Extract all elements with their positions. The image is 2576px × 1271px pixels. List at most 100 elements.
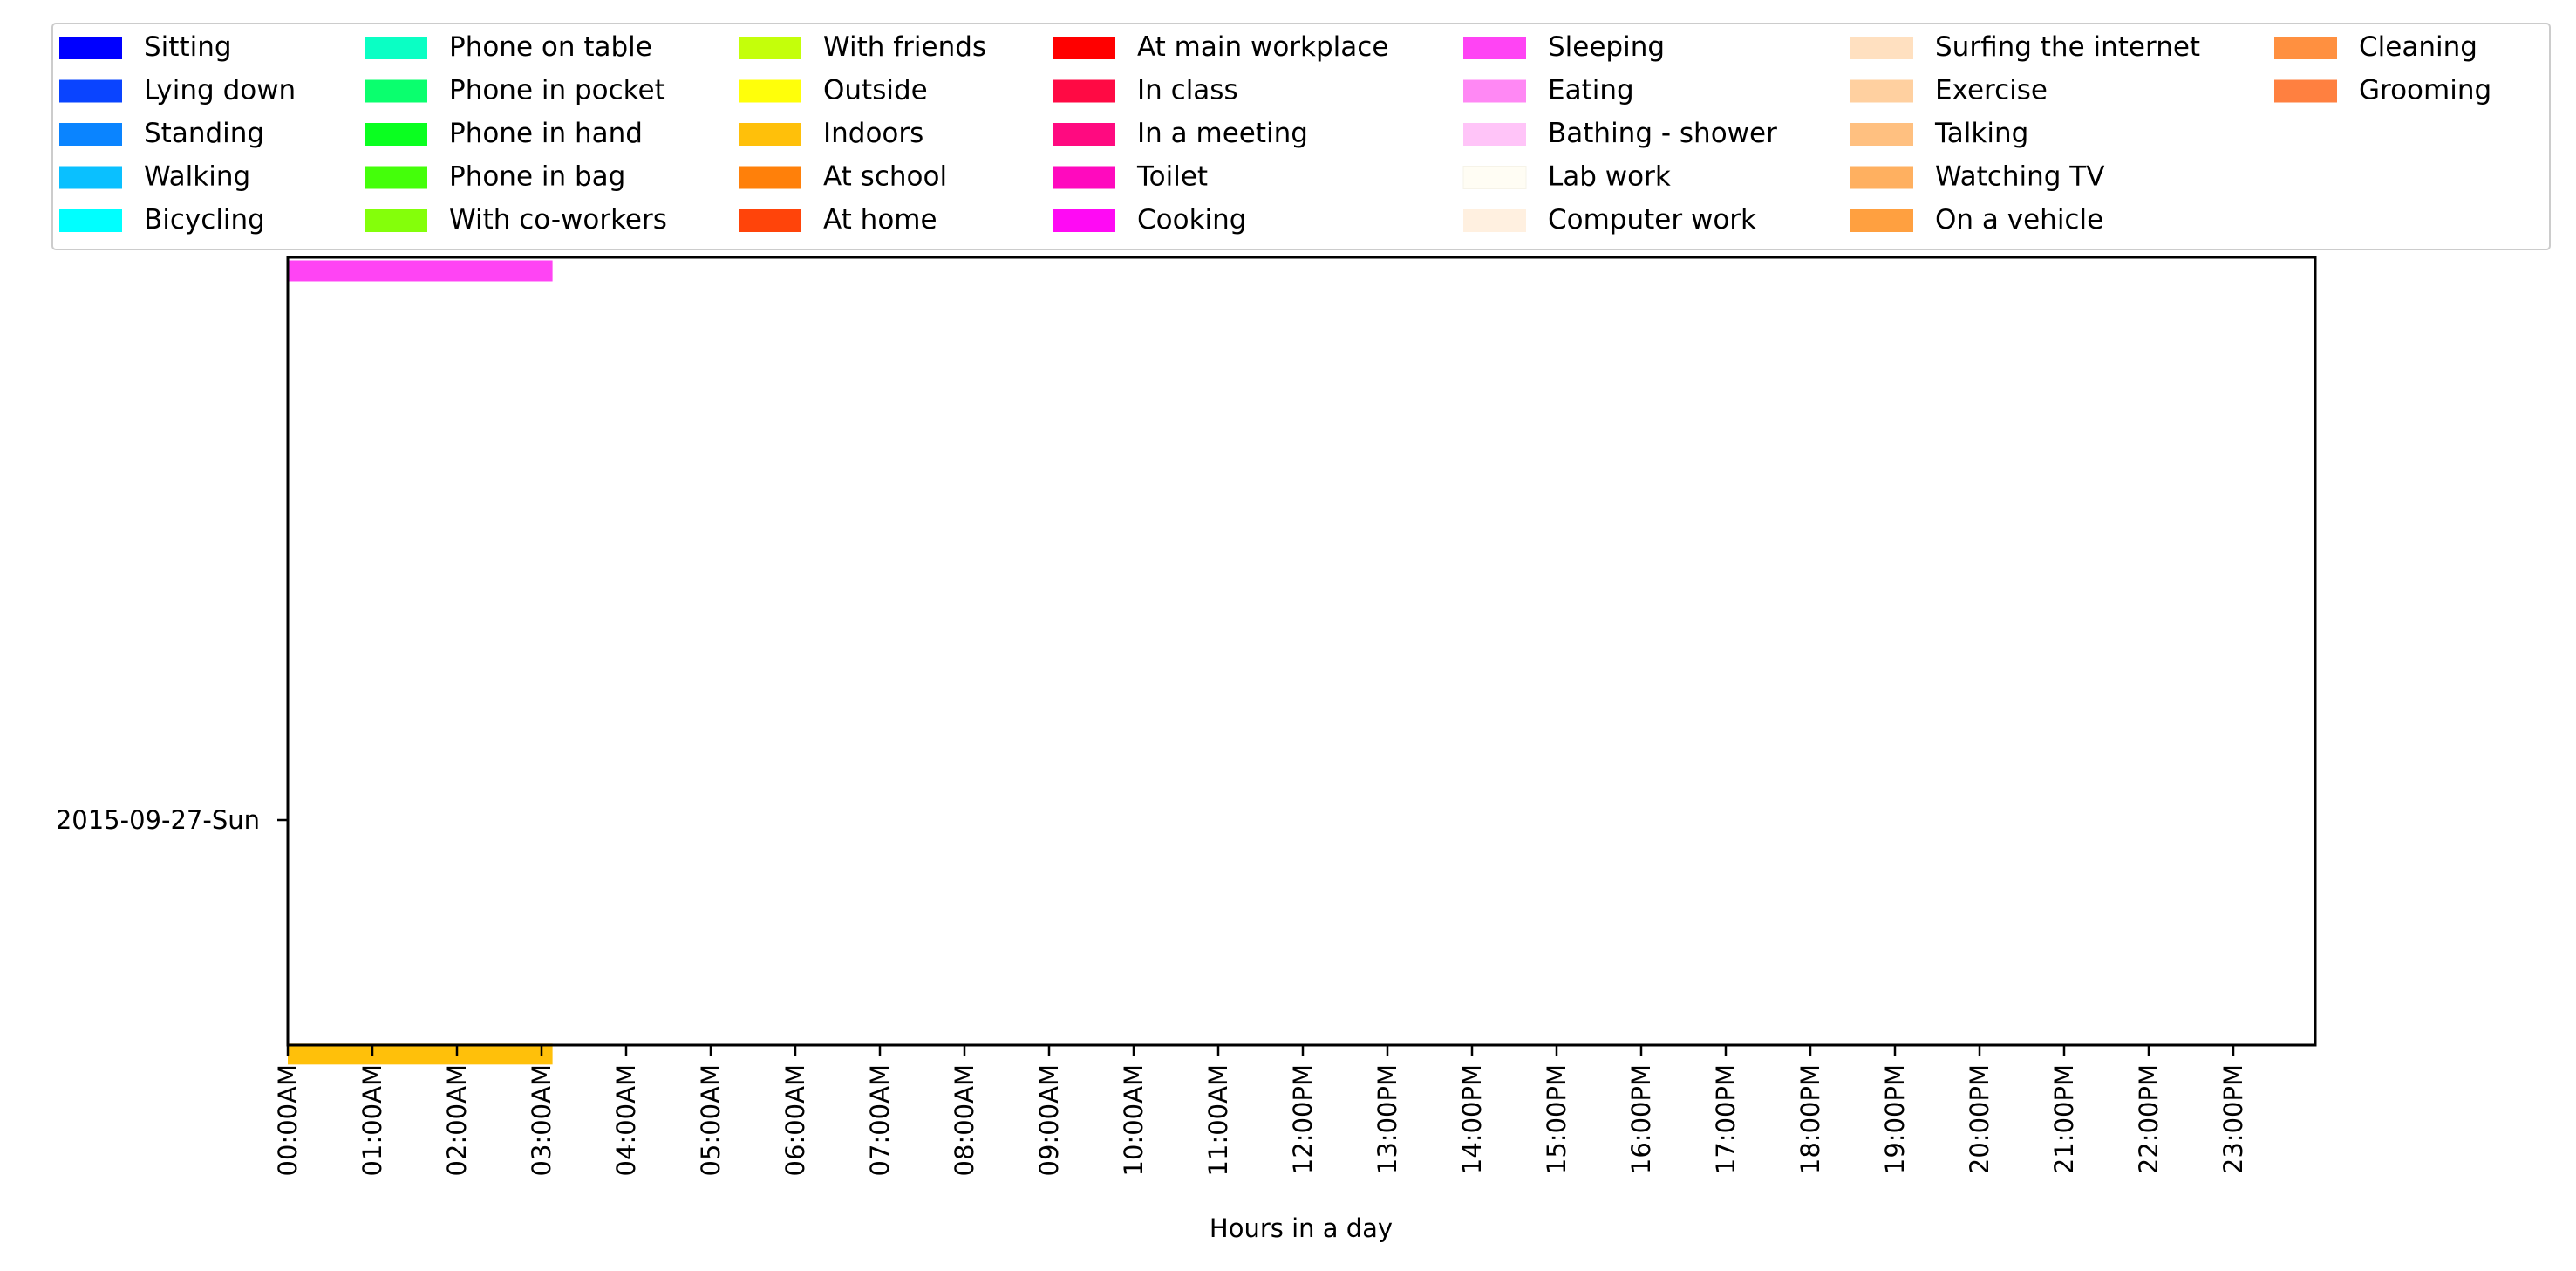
- legend-label: Bicycling: [144, 204, 265, 236]
- plot-frame: [286, 256, 2317, 1047]
- legend-label: With friends: [823, 31, 986, 63]
- legend-label: Sleeping: [1548, 31, 1665, 63]
- x-tick-label: 16:00PM: [1626, 1064, 1656, 1174]
- legend-swatch: [59, 123, 122, 146]
- legend-frame: [51, 23, 2551, 250]
- legend-label: Bathing - shower: [1548, 118, 1777, 149]
- x-tick-label: 07:00AM: [865, 1064, 895, 1176]
- legend-label: Walking: [144, 161, 250, 193]
- legend-swatch: [1462, 166, 1527, 189]
- legend-swatch: [739, 123, 801, 146]
- x-tick-label: 20:00PM: [1965, 1064, 1994, 1174]
- legend-swatch: [59, 37, 122, 59]
- legend-label: At school: [823, 161, 947, 193]
- legend-label: Phone on table: [449, 31, 652, 63]
- legend-swatch: [1053, 166, 1115, 189]
- legend-swatch: [1850, 123, 1913, 146]
- x-tick-label: 04:00AM: [611, 1064, 641, 1176]
- x-axis: 00:00AM 01:00AM 02:00AM 03:00AM 04:00AM 05:00…: [273, 1045, 2248, 1176]
- legend-label: Eating: [1548, 75, 1634, 106]
- legend-label: In class: [1137, 75, 1238, 106]
- activity-bar: [288, 260, 553, 282]
- x-tick-label: 21:00PM: [2049, 1064, 2079, 1174]
- legend-swatch: [1053, 37, 1115, 59]
- x-tick-label: 05:00AM: [696, 1064, 726, 1176]
- x-tick-label: 18:00PM: [1796, 1064, 1825, 1174]
- legend-label: At main workplace: [1137, 31, 1388, 63]
- legend-swatch: [59, 79, 122, 103]
- legend-label: Watching TV: [1935, 161, 2104, 193]
- x-tick-label: 09:00AM: [1034, 1064, 1064, 1176]
- x-tick-label: 02:00AM: [442, 1064, 472, 1176]
- legend-swatch: [739, 209, 801, 232]
- plot-area: [288, 257, 2315, 1045]
- y-tick-label: 2015-09-27-Sun: [56, 805, 260, 835]
- x-tick-label: 14:00PM: [1457, 1064, 1487, 1174]
- x-tick-label: 11:00AM: [1203, 1064, 1233, 1176]
- x-tick-label: 03:00AM: [527, 1064, 556, 1176]
- legend-label: Lying down: [144, 75, 296, 106]
- legend-swatch: [1850, 79, 1913, 103]
- legend-label: Outside: [823, 75, 928, 106]
- x-tick-label: 08:00AM: [950, 1064, 979, 1176]
- legend-label: Phone in bag: [449, 161, 625, 193]
- legend-swatch: [1850, 166, 1913, 189]
- legend-swatch: [739, 79, 801, 103]
- legend-label: Talking: [1934, 118, 2028, 149]
- x-tick-label: 00:00AM: [273, 1064, 303, 1176]
- bars: [288, 260, 553, 1065]
- legend-swatch: [1463, 79, 1526, 103]
- legend-swatch: [1053, 79, 1115, 103]
- legend-label: Sitting: [144, 31, 232, 63]
- legend-label: Phone in pocket: [449, 75, 665, 106]
- legend-label: With co-workers: [449, 204, 667, 236]
- legend-swatch: [1850, 37, 1913, 59]
- x-axis-label: Hours in a day: [1210, 1213, 1393, 1243]
- x-tick-label: 13:00PM: [1373, 1064, 1402, 1174]
- x-tick-label: 12:00PM: [1288, 1064, 1318, 1174]
- legend-swatch: [365, 123, 427, 146]
- legend-swatch: [2274, 79, 2337, 103]
- legend-label: In a meeting: [1137, 118, 1308, 149]
- x-tick-label: 10:00AM: [1119, 1064, 1148, 1176]
- legend-label: Cooking: [1137, 204, 1246, 236]
- legend-swatch: [1463, 123, 1526, 146]
- legend-label: Standing: [144, 118, 264, 149]
- legend-label: Cleaning: [2359, 31, 2477, 63]
- legend-swatch: [739, 37, 801, 59]
- legend-label: Phone in hand: [449, 118, 643, 149]
- legend-label: Exercise: [1935, 75, 2048, 106]
- activity-bar: [288, 1043, 553, 1065]
- legend-swatch: [365, 166, 427, 189]
- legend-label: Indoors: [823, 118, 923, 149]
- legend-label: Toilet: [1136, 161, 1208, 193]
- legend-swatch: [59, 166, 122, 189]
- legend-swatch: [59, 209, 122, 232]
- legend-swatch: [365, 79, 427, 103]
- legend-swatch: [1850, 209, 1913, 232]
- x-tick-label: 01:00AM: [358, 1064, 387, 1176]
- x-tick-label: 17:00PM: [1711, 1064, 1741, 1174]
- x-tick-label: 15:00PM: [1542, 1064, 1571, 1174]
- legend-swatch: [365, 37, 427, 59]
- legend: Sitting Lying down Standing Walking Bicyclin…: [51, 23, 2551, 250]
- legend-swatch: [1463, 37, 1526, 59]
- legend-swatch: [1053, 209, 1115, 232]
- x-tick-label: 23:00PM: [2218, 1064, 2248, 1174]
- x-tick-label: 19:00PM: [1880, 1064, 1910, 1174]
- legend-label: Computer work: [1548, 204, 1756, 236]
- legend-swatch: [365, 209, 427, 232]
- legend-label: Lab work: [1548, 161, 1671, 193]
- x-tick-label: 06:00AM: [780, 1064, 810, 1176]
- y-axis: 2015-09-27-Sun: [56, 805, 288, 835]
- legend-label: On a vehicle: [1935, 204, 2103, 236]
- legend-swatch: [2274, 37, 2337, 59]
- legend-swatch: [739, 166, 801, 189]
- x-tick-label: 22:00PM: [2134, 1064, 2164, 1174]
- legend-label: Grooming: [2359, 75, 2491, 106]
- legend-label: Surfing the internet: [1935, 31, 2200, 63]
- legend-swatch: [1053, 123, 1115, 146]
- legend-label: At home: [823, 204, 937, 236]
- legend-swatch: [1463, 209, 1526, 232]
